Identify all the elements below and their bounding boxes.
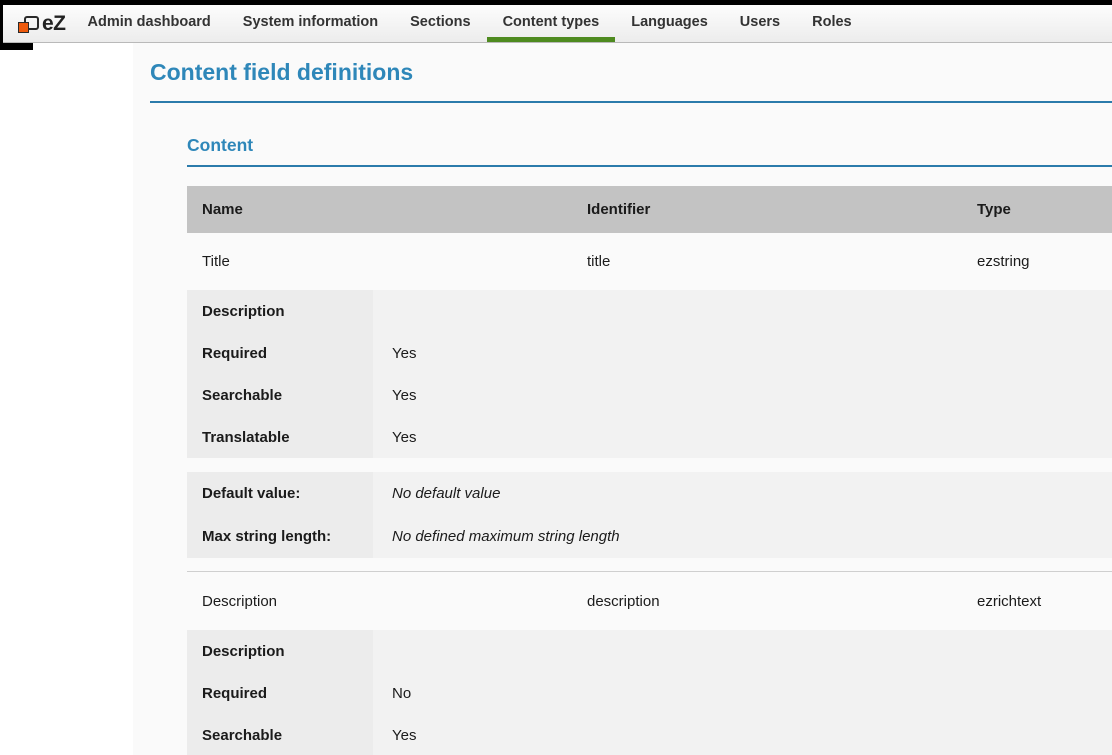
property-row: Description <box>187 630 1112 672</box>
page-title: Content field definitions <box>150 59 414 85</box>
field-identifier: title <box>587 253 611 270</box>
field-row-title: Title title ezstring <box>187 233 1112 290</box>
tab-system-information[interactable]: System information <box>242 14 379 30</box>
property-value: No <box>392 684 412 702</box>
row-divider <box>187 571 1112 572</box>
property-row: Description <box>187 290 1112 332</box>
main-content: Content field definitions Content Name I… <box>133 43 1112 755</box>
window-left-edge <box>0 0 3 50</box>
property-label: Searchable <box>187 714 373 755</box>
window-corner-notch <box>0 43 33 50</box>
field-definitions-table: Name Identifier Type Title title ezstrin… <box>187 186 1112 755</box>
property-value: Yes <box>392 386 417 404</box>
property-row: Required No <box>187 672 1112 714</box>
column-header-name: Name <box>202 201 243 218</box>
property-label: Searchable <box>187 374 373 416</box>
section-heading: Content <box>187 135 254 155</box>
ez-logo-icon <box>17 14 39 34</box>
setting-row: Default value: No default value <box>187 472 1112 515</box>
field-properties-title: Description Required Yes Searchable Yes … <box>187 290 1112 458</box>
property-label: Description <box>187 630 373 672</box>
field-settings-title: Default value: No default value Max stri… <box>187 472 1112 558</box>
content-type-section: Content Name Identifier Type Title title… <box>187 135 1112 755</box>
column-header-identifier: Identifier <box>587 201 651 218</box>
property-label: Translatable <box>187 416 373 458</box>
setting-label: Default value: <box>187 472 373 515</box>
page-title-rule <box>150 101 1112 103</box>
property-row: Searchable Yes <box>187 374 1112 416</box>
tab-languages[interactable]: Languages <box>631 14 708 30</box>
property-label: Description <box>187 290 373 332</box>
tab-admin-dashboard[interactable]: Admin dashboard <box>87 14 211 30</box>
field-identifier: description <box>587 592 660 610</box>
property-row: Translatable Yes <box>187 416 1112 458</box>
property-label: Required <box>187 672 373 714</box>
tab-roles[interactable]: Roles <box>812 14 852 30</box>
field-row-description: Description description ezrichtext <box>187 572 1112 630</box>
setting-value: No default value <box>392 485 501 502</box>
setting-label: Max string length: <box>187 515 373 558</box>
field-properties-description: Description Required No Searchable Yes <box>187 630 1112 755</box>
setting-value: No defined maximum string length <box>392 528 620 545</box>
property-value: Yes <box>392 428 417 446</box>
field-name: Description <box>202 592 278 610</box>
property-value: Yes <box>392 726 417 744</box>
property-row: Required Yes <box>187 332 1112 374</box>
row-gap <box>187 458 1112 472</box>
row-gap <box>187 558 1112 571</box>
property-label: Required <box>187 332 373 374</box>
top-navigation: eZ Admin dashboard System information Se… <box>0 5 1112 43</box>
table-header-row: Name Identifier Type <box>187 186 1112 233</box>
field-name: Title <box>202 253 230 270</box>
ez-logo-text: eZ <box>42 11 66 35</box>
section-heading-rule <box>187 165 1112 167</box>
field-type: ezstring <box>977 253 1030 270</box>
left-sidebar <box>0 43 133 755</box>
ez-logo[interactable]: eZ <box>17 5 66 42</box>
column-header-type: Type <box>977 201 1011 218</box>
tab-content-types[interactable]: Content types <box>486 5 616 42</box>
field-type: ezrichtext <box>977 592 1042 610</box>
tab-users[interactable]: Users <box>739 14 781 30</box>
tab-sections[interactable]: Sections <box>410 14 471 30</box>
property-value: Yes <box>392 344 417 362</box>
property-row: Searchable Yes <box>187 714 1112 755</box>
window-top-edge <box>0 0 1112 5</box>
setting-row: Max string length: No defined maximum st… <box>187 515 1112 558</box>
